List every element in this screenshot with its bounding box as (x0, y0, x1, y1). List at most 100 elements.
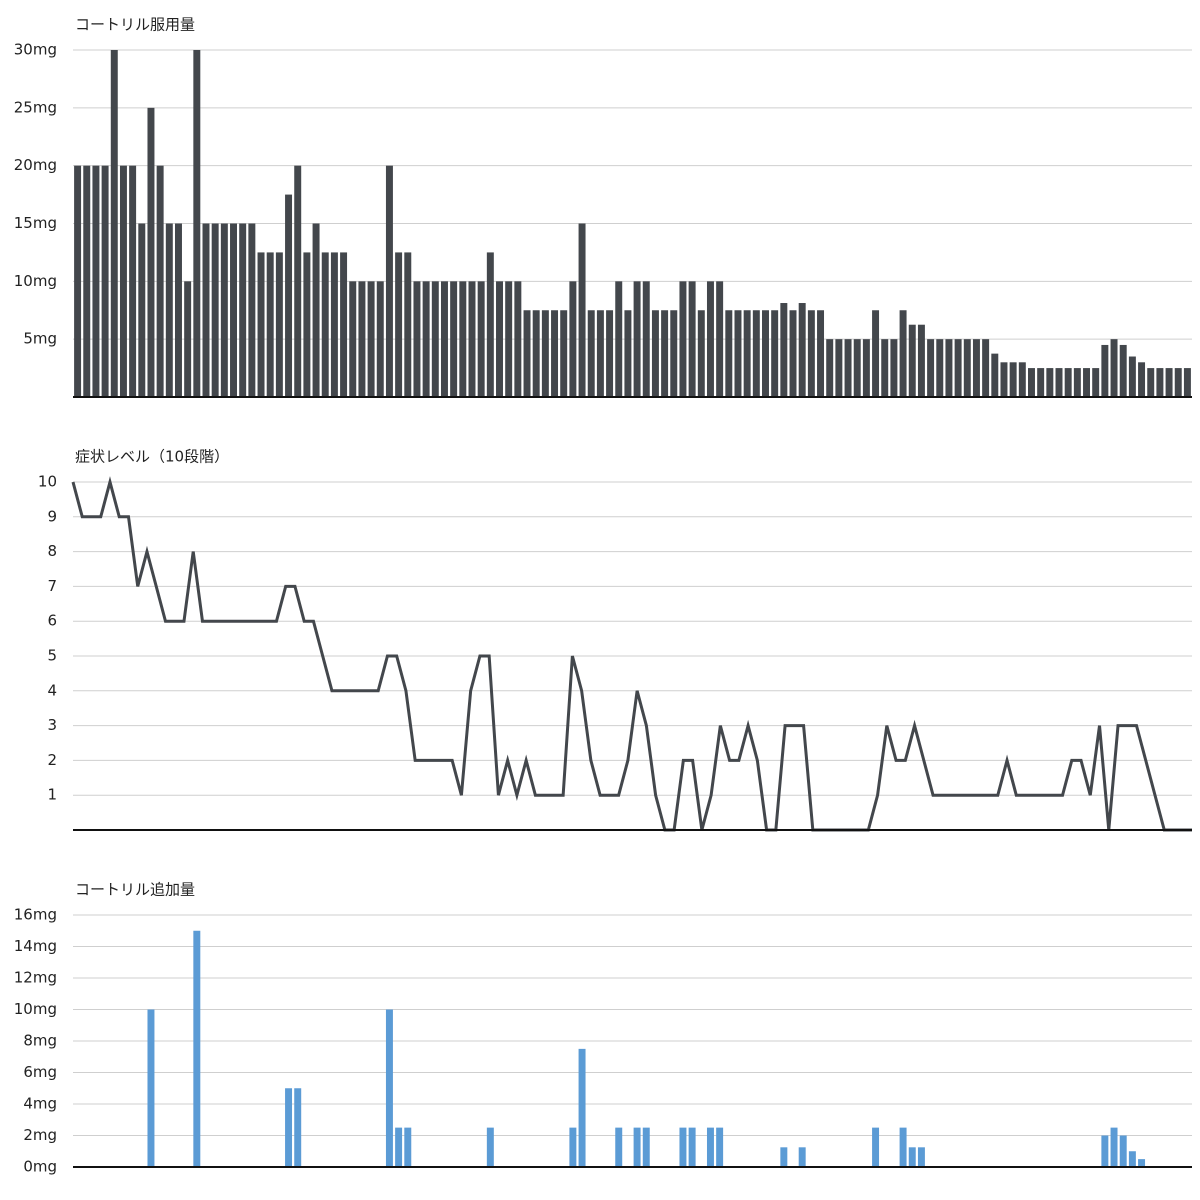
bar (899, 1127, 907, 1167)
symptom-line (71, 476, 1192, 832)
bar (486, 252, 494, 397)
chart-title: コートリル追加量 (75, 881, 195, 899)
bar (1128, 356, 1136, 397)
bar (101, 165, 109, 397)
bar (872, 1127, 880, 1167)
bar (569, 1127, 577, 1167)
bar (596, 310, 604, 397)
bar (642, 1127, 650, 1167)
bar (927, 339, 935, 397)
bar (385, 1009, 393, 1167)
bar (1046, 368, 1054, 397)
bar (404, 1127, 412, 1167)
bar (798, 1147, 806, 1167)
y-tick-label: 20mg (14, 156, 57, 174)
bar (404, 252, 412, 397)
y-tick-label: 6 (47, 612, 57, 630)
bar (147, 107, 155, 397)
bar (523, 310, 531, 397)
bar (936, 339, 944, 397)
bar (1083, 368, 1091, 397)
bar (1055, 368, 1063, 397)
bar (1073, 368, 1081, 397)
y-tick-label: 3 (47, 716, 57, 734)
bar (651, 310, 659, 397)
bar (376, 281, 384, 397)
bar (349, 281, 357, 397)
bar (285, 1088, 293, 1167)
bar (230, 223, 237, 397)
bar (982, 339, 990, 397)
bar (486, 1127, 494, 1167)
bar (1183, 368, 1191, 397)
bar (872, 310, 880, 397)
bar (991, 353, 999, 397)
bar (679, 1127, 687, 1167)
bar (532, 310, 540, 397)
y-tick-label: 2 (47, 751, 57, 769)
bar (1138, 362, 1146, 397)
chart-panel: 症状レベル（10段階） 1 2 3 4 5 6 7 8 9 10 (38, 448, 1192, 832)
bar (275, 252, 283, 397)
bar (606, 310, 614, 397)
bar (615, 1127, 623, 1167)
chart-panel: コートリル追加量 0mg 2mg 4mg 6mg 8mg 10mg 12mg 14mg 16mg (14, 881, 1192, 1176)
y-tick-label: 7 (47, 577, 57, 595)
bar (661, 310, 669, 397)
bar (431, 281, 439, 397)
bar (321, 252, 329, 397)
bar (303, 252, 311, 397)
bar (908, 1147, 916, 1167)
y-tick-label: 10mg (14, 1000, 57, 1018)
y-tick-label: 4 (47, 681, 57, 699)
bar (193, 930, 201, 1167)
bar (294, 1088, 302, 1167)
bar (1037, 368, 1045, 397)
bar (413, 281, 421, 397)
bar (1165, 368, 1173, 397)
bar (367, 281, 375, 397)
bar (156, 165, 164, 397)
bar (679, 281, 687, 397)
bar (1110, 339, 1118, 397)
y-tick-label: 15mg (14, 214, 57, 232)
bar (285, 194, 293, 397)
bar (440, 281, 448, 397)
bar (83, 165, 91, 397)
bar (945, 339, 953, 397)
bar (725, 310, 733, 397)
bar (670, 310, 678, 397)
bar (119, 165, 127, 397)
bar (551, 310, 559, 397)
bar (963, 339, 971, 397)
bar (706, 281, 714, 397)
bar (688, 1127, 696, 1167)
bar (587, 310, 595, 397)
bar (642, 281, 650, 397)
bar (688, 281, 696, 397)
bar (505, 281, 513, 397)
y-tick-label: 12mg (14, 969, 57, 987)
bar (633, 1127, 641, 1167)
bar (1119, 1135, 1127, 1167)
bar (193, 50, 201, 397)
bar (569, 281, 577, 397)
bar (312, 223, 320, 397)
bar (743, 310, 751, 397)
y-tick-label: 25mg (14, 98, 57, 116)
bar (1101, 1135, 1109, 1167)
bar (578, 1048, 586, 1167)
bar (294, 165, 302, 397)
bar (138, 223, 146, 397)
bar (1147, 368, 1155, 397)
bar (514, 281, 522, 397)
bar (789, 310, 797, 397)
bar (1174, 368, 1182, 397)
y-tick-label: 8mg (23, 1032, 57, 1050)
bar (615, 281, 623, 397)
bar (110, 50, 118, 397)
y-tick-label: 30mg (14, 41, 57, 59)
bar (1101, 344, 1109, 397)
bar (826, 339, 834, 397)
